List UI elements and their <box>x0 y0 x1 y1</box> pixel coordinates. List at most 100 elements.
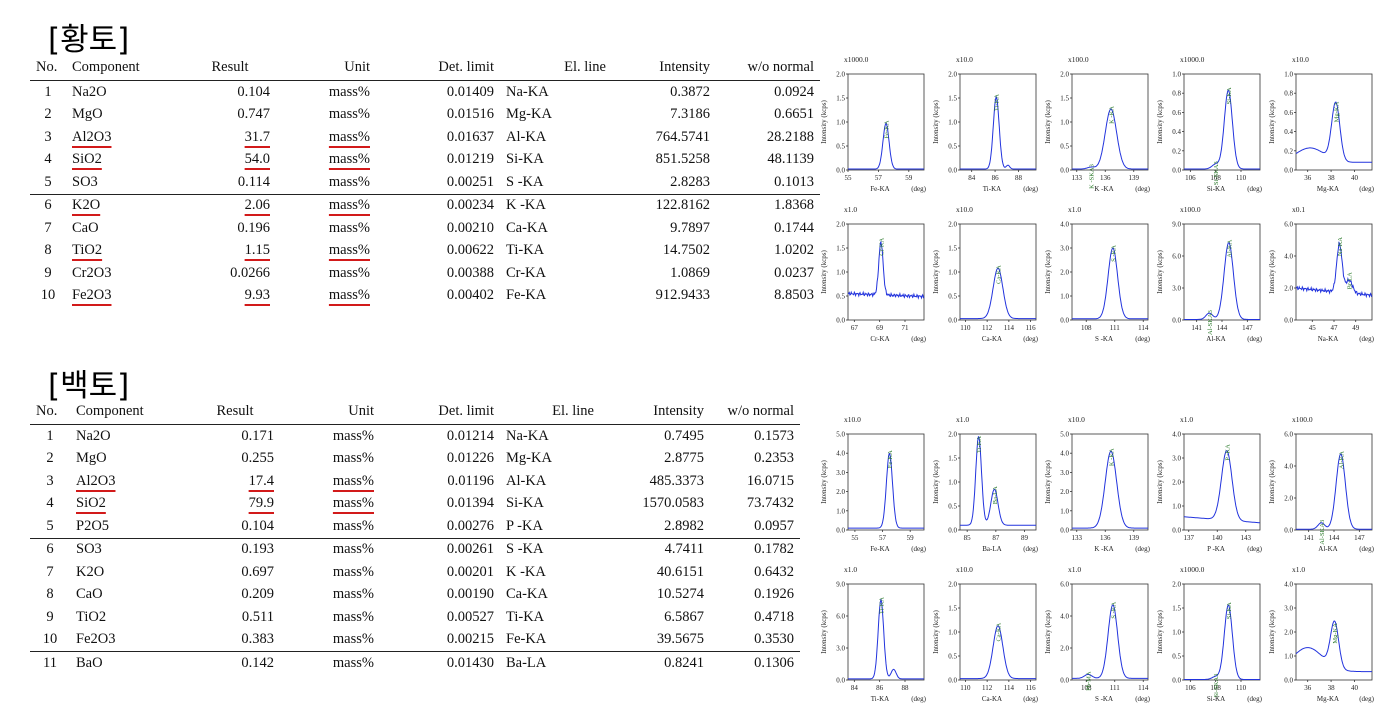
spectrum-curve <box>960 625 1036 680</box>
intensity-value-text: 4.7411 <box>664 541 704 558</box>
component-name: SO3 <box>70 537 190 561</box>
row-number: 10 <box>30 629 70 652</box>
y-tick-label: 2.0 <box>948 581 957 589</box>
y-tick-label: 2.0 <box>1172 479 1181 487</box>
x-tick-label: 40 <box>1351 174 1359 182</box>
x-tick-label: 141 <box>1303 534 1314 542</box>
wo-normal-value: 28.2188 <box>716 126 820 149</box>
x-tick-label: 133 <box>1072 534 1083 542</box>
x-tick-label: 86 <box>876 684 884 692</box>
peak-label: Ca-KA <box>996 265 1003 284</box>
emission-line-text: Si-KA <box>506 151 544 168</box>
x-tick-label: 85 <box>964 534 972 542</box>
scale-factor-label: x1.0 <box>1292 565 1305 574</box>
intensity-value-text: 764.5741 <box>655 128 710 145</box>
y-axis-label: Intensity (kcps) <box>1156 609 1164 653</box>
x-tick-label: 110 <box>960 684 971 692</box>
scale-factor-label: x10.0 <box>1292 55 1309 64</box>
emission-line: Ca-KA <box>500 217 612 240</box>
x-axis-line-label: Ti-KA <box>871 695 889 703</box>
intensity-value: 122.8162 <box>612 193 716 217</box>
y-tick-label: 0.0 <box>836 527 845 535</box>
intensity-value-text: 1570.0583 <box>642 495 704 512</box>
detection-limit: 0.01430 <box>380 651 500 675</box>
y-tick-label: 6.0 <box>1284 431 1293 439</box>
scale-factor-label: x1000.0 <box>1180 55 1205 64</box>
emission-line: K -KA <box>500 193 612 217</box>
unit-text: mass% <box>332 517 374 534</box>
x-tick-label: 136 <box>1100 174 1111 182</box>
unit: mass% <box>280 537 380 561</box>
x-axis-unit-label: (deg) <box>1135 545 1150 553</box>
unit-text: mass% <box>332 563 374 580</box>
row-number-text: 11 <box>43 654 57 671</box>
component-name: K2O <box>70 561 190 584</box>
x-tick-label: 139 <box>1129 534 1140 542</box>
x-tick-label: 71 <box>902 324 910 332</box>
unit: mass% <box>276 171 376 194</box>
unit-text: mass% <box>328 128 370 145</box>
y-tick-label: 3.0 <box>1284 605 1293 613</box>
result-value: 79.9 <box>190 493 280 516</box>
table-row: 2 MgO 0.747 mass% 0.01516 Mg-KA 7.3186 0.6651 <box>30 104 820 127</box>
detection-limit-text: 0.00388 <box>446 264 494 281</box>
table-row: 3 Al2O3 17.4 mass% 0.01196 Al-KA 485.3373 16.07… <box>30 470 800 493</box>
detection-limit-text: 0.00201 <box>446 563 494 580</box>
component-name: MgO <box>66 104 184 127</box>
x-axis-line-label: Al-KA <box>1318 545 1337 553</box>
detection-limit-text: 0.00210 <box>446 219 494 236</box>
intensity-value: 851.5258 <box>612 149 716 172</box>
component-name-text: SiO2 <box>72 151 102 168</box>
emission-line: Al-KA <box>500 470 600 493</box>
row-number: 10 <box>30 285 66 308</box>
emission-line-text: Fe-KA <box>506 631 547 648</box>
component-name: SO3 <box>66 171 184 194</box>
unit: mass% <box>276 240 376 263</box>
spectrum-plot-s-ka: x1.0 Intensity (kcps) 6.0 4.0 2.0 0.0 108 111 11… <box>1044 565 1151 703</box>
wo-normal-value-text: 0.0924 <box>774 83 814 100</box>
result-value-text: 0.171 <box>241 427 274 444</box>
result-value: 0.383 <box>190 629 280 652</box>
spectrum-plot-ba-la: x1.0 Intensity (kcps) 2.0 1.5 1.0 0.5 0.0 85 87 8… <box>932 415 1039 553</box>
x-axis-unit-label: (deg) <box>1359 695 1374 703</box>
x-tick-label: 136 <box>1100 534 1111 542</box>
result-value-text: 0.0266 <box>230 264 270 281</box>
y-tick-label: 6.0 <box>1060 581 1069 589</box>
x-tick-label: 106 <box>1185 684 1196 692</box>
scale-factor-label: x0.1 <box>1292 205 1305 214</box>
y-tick-label: 0.6 <box>1284 109 1293 117</box>
unit-text: mass% <box>332 541 374 558</box>
x-axis-line-label: Fe-KA <box>870 185 889 193</box>
row-number: 7 <box>30 217 66 240</box>
peak-label: Ti-KA <box>994 94 1001 111</box>
detection-limit: 0.00251 <box>376 171 500 194</box>
emission-line: Ca-KA <box>500 584 600 607</box>
emission-line: Ba-LA <box>500 651 600 675</box>
wo-normal-value-text: 8.8503 <box>774 287 814 304</box>
col-header-intensity: Intensity <box>600 398 710 425</box>
wo-normal-value: 0.0237 <box>716 262 820 285</box>
col-header-unit: Unit <box>280 398 380 425</box>
row-number-text: 3 <box>44 128 52 145</box>
section-title-hwangto: [황토] <box>48 22 130 58</box>
detection-limit: 0.01214 <box>380 425 500 448</box>
spectrum-plot-si-ka: x1000.0 Intensity (kcps) 2.0 1.5 1.0 0.5 0.0 10… <box>1156 565 1263 703</box>
x-axis-unit-label: (deg) <box>1023 185 1038 193</box>
scale-factor-label: x1.0 <box>1068 565 1081 574</box>
table-row: 8 TiO2 1.15 mass% 0.00622 Ti-KA 14.7502 1.0202 <box>30 240 820 263</box>
component-name-text: P2O5 <box>76 517 110 534</box>
x-tick-label: 55 <box>851 534 859 542</box>
y-tick-label: 4.0 <box>1060 221 1069 229</box>
component-name: Al2O3 <box>66 126 184 149</box>
row-number: 6 <box>30 537 70 561</box>
y-tick-label: 1.0 <box>1284 653 1293 661</box>
detection-limit: 0.00622 <box>376 240 500 263</box>
detection-limit-text: 0.00622 <box>446 242 494 259</box>
wo-normal-value-text: 16.0715 <box>746 472 794 489</box>
wo-normal-value: 0.1744 <box>716 217 820 240</box>
y-tick-label: 1.0 <box>1060 293 1069 301</box>
spectrum-plot-cr-ka: x1.0 Intensity (kcps) 2.0 1.5 1.0 0.5 0.0 67 69 7… <box>820 205 927 343</box>
x-axis-unit-label: (deg) <box>911 185 926 193</box>
x-axis-line-label: S -KA <box>1095 335 1113 343</box>
